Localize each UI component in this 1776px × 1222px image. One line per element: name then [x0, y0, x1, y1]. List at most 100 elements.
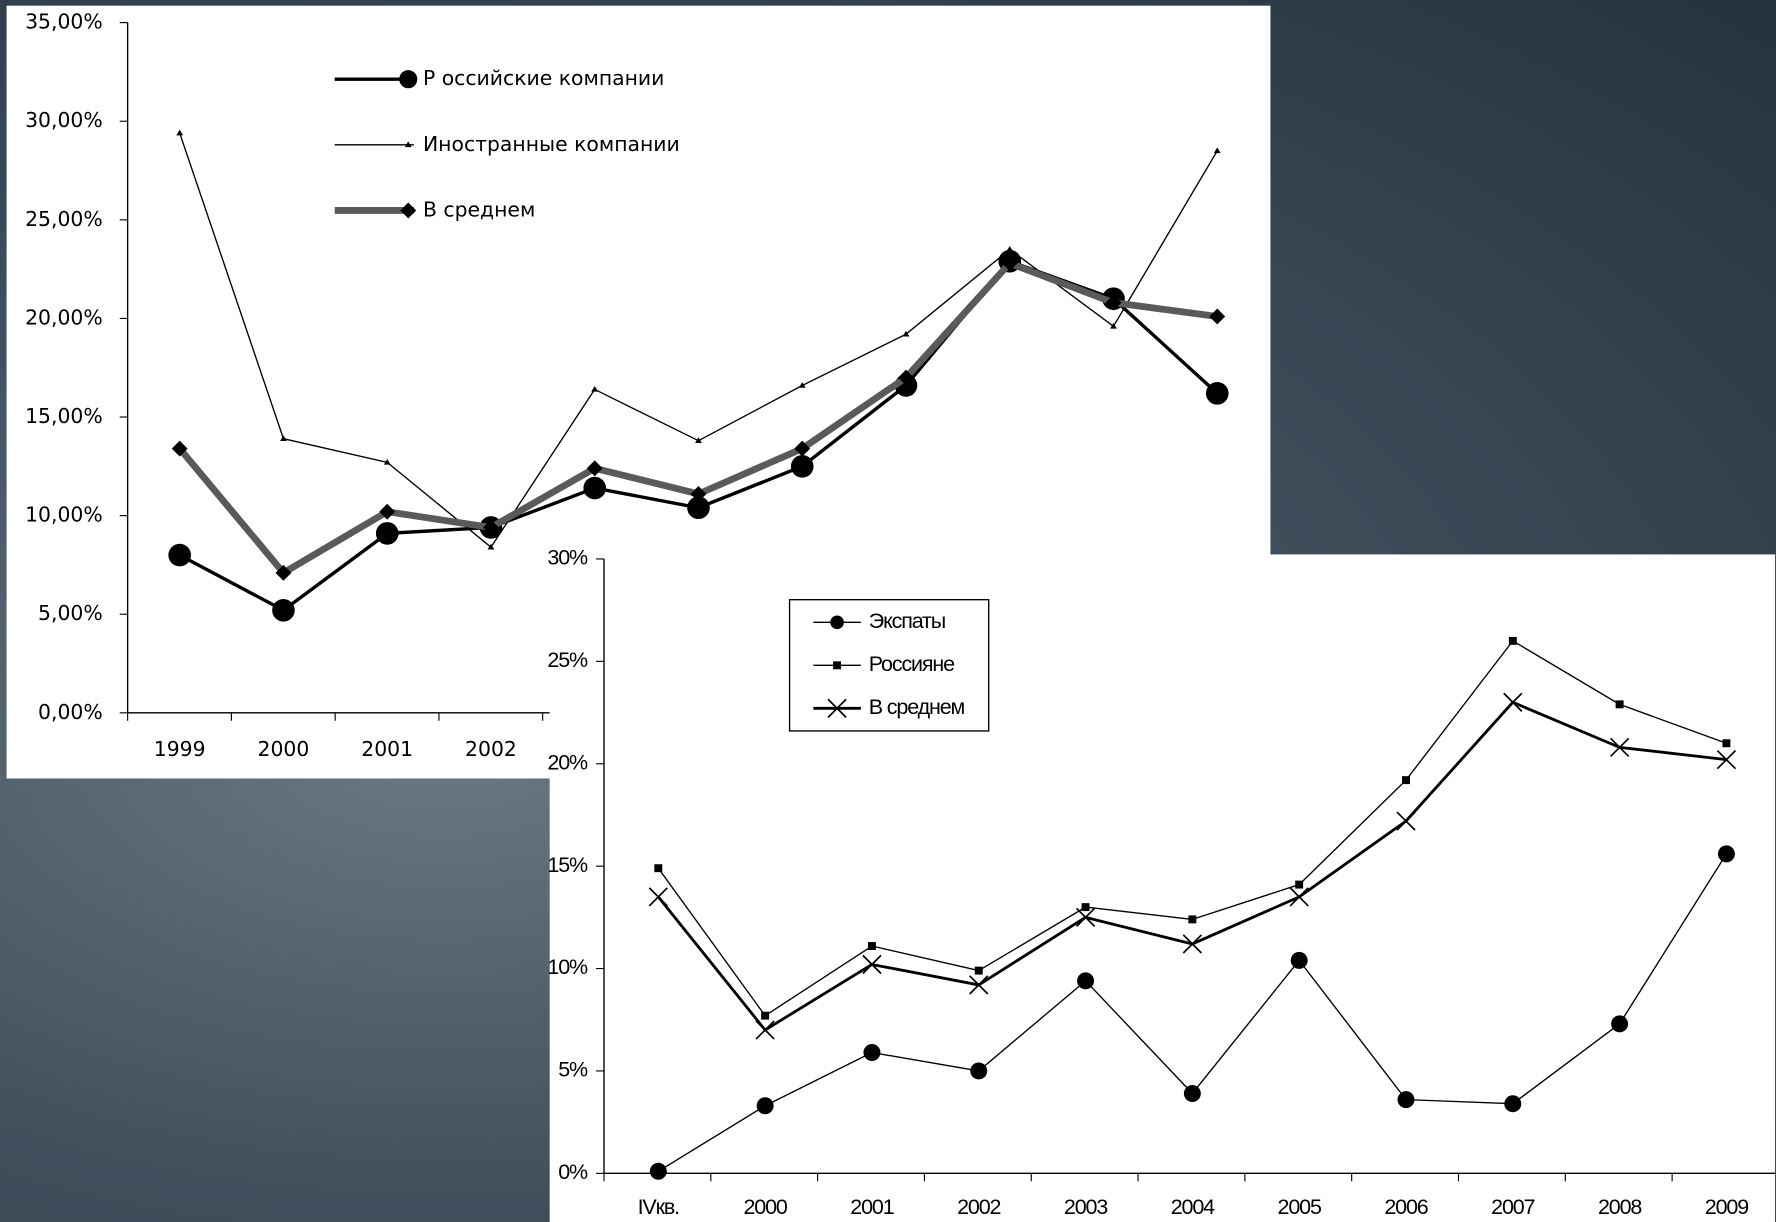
x-tick-label: 2002 — [465, 737, 517, 761]
marker — [1611, 1015, 1629, 1033]
marker — [755, 1020, 775, 1040]
marker — [1402, 776, 1410, 785]
x-tick-label: 2001 — [850, 1195, 893, 1219]
x-tick-label: 2009 — [1705, 1195, 1748, 1219]
marker — [1508, 636, 1517, 645]
marker — [1183, 1084, 1201, 1102]
x-tick-label: 2000 — [258, 737, 310, 761]
marker — [1396, 811, 1416, 831]
marker — [902, 330, 910, 337]
marker — [275, 564, 292, 581]
marker — [176, 129, 184, 136]
marker — [1504, 1095, 1522, 1113]
legend-label: Иностранные компании — [423, 132, 680, 156]
marker — [974, 966, 983, 975]
marker — [583, 476, 607, 500]
marker — [1110, 322, 1117, 329]
y-tick-label: 20,00% — [25, 305, 103, 329]
marker — [400, 202, 417, 219]
marker — [798, 382, 806, 388]
marker — [648, 887, 668, 907]
marker — [404, 141, 412, 148]
marker — [649, 1162, 667, 1180]
marker — [862, 954, 882, 975]
y-tick-label: 35,00% — [25, 10, 103, 34]
y-tick-label: 25,00% — [25, 207, 103, 231]
marker — [1209, 308, 1226, 325]
x-tick-label: 2007 — [1491, 1195, 1534, 1219]
marker — [1609, 737, 1630, 758]
marker — [280, 435, 287, 441]
marker — [1295, 880, 1304, 889]
marker — [1290, 951, 1308, 969]
marker — [1716, 750, 1737, 770]
y-tick-label: 10,00% — [25, 503, 103, 527]
y-tick-label: 15% — [547, 853, 588, 877]
y-tick-label: 5,00% — [38, 601, 103, 625]
marker — [898, 369, 914, 386]
chart: 0,00% 5,00% 10,00% 15,00% 20,00% 25,00% 30,00%… — [25, 10, 1270, 761]
marker — [1615, 700, 1624, 709]
x-tick-label: 2001 — [361, 737, 413, 761]
y-tick-label: 15,00% — [25, 404, 103, 428]
marker — [1081, 903, 1090, 912]
marker — [654, 864, 663, 873]
marker — [1105, 294, 1122, 311]
marker — [487, 543, 495, 550]
marker — [833, 661, 842, 670]
legend-label: Экспаты — [869, 609, 945, 633]
x-tick-label: 2005 — [1278, 1195, 1322, 1219]
marker — [591, 386, 599, 392]
y-tick-label: 0,00% — [38, 700, 103, 724]
marker — [756, 1097, 774, 1115]
x-tick-label: 2003 — [1064, 1195, 1107, 1219]
marker — [1213, 147, 1221, 154]
marker — [1006, 246, 1014, 252]
marker — [375, 522, 399, 545]
marker — [1205, 382, 1229, 405]
marker — [690, 486, 707, 502]
marker — [1075, 907, 1096, 928]
marker — [830, 615, 844, 630]
x-tick-label: 2006 — [1384, 1195, 1427, 1219]
legend-label: Россияне — [869, 652, 954, 676]
marker — [379, 503, 396, 520]
marker — [790, 455, 814, 478]
marker — [1077, 972, 1095, 990]
marker — [1188, 915, 1197, 924]
chart-panel — [549, 554, 1776, 1222]
marker — [1722, 739, 1731, 748]
x-tick-label: IVкв. — [638, 1195, 679, 1219]
y-tick-label: 30,00% — [25, 108, 103, 132]
marker — [863, 1044, 881, 1062]
y-tick-label: 30% — [547, 546, 588, 570]
x-tick-label: 1999 — [154, 737, 206, 761]
marker — [1397, 1091, 1415, 1109]
marker — [867, 942, 876, 950]
marker — [399, 70, 418, 89]
y-tick-label: 5% — [558, 1058, 588, 1082]
marker — [1717, 845, 1735, 863]
marker — [1289, 887, 1309, 907]
y-tick-label: 10% — [547, 955, 588, 979]
marker — [969, 975, 989, 995]
x-tick-label: 2002 — [957, 1195, 1000, 1219]
marker — [168, 543, 192, 567]
y-tick-label: 0% — [558, 1160, 588, 1184]
marker — [483, 519, 499, 536]
marker — [970, 1062, 988, 1080]
legend-label: Р оссийские компании — [423, 66, 664, 90]
legend-label: В среднем — [869, 695, 965, 719]
marker — [1182, 934, 1203, 954]
marker — [272, 598, 295, 622]
marker — [695, 437, 702, 443]
chart: 0% 5% 10% 15% 20% 25% 30% IVкв. 2000 2001 2002 2003… — [547, 546, 1776, 1219]
marker — [1503, 692, 1523, 712]
x-tick-label: 2008 — [1598, 1195, 1642, 1219]
marker — [1001, 255, 1018, 272]
legend-box — [788, 599, 990, 732]
y-tick-label: 25% — [547, 648, 588, 672]
x-tick-label: 2000 — [743, 1195, 787, 1219]
